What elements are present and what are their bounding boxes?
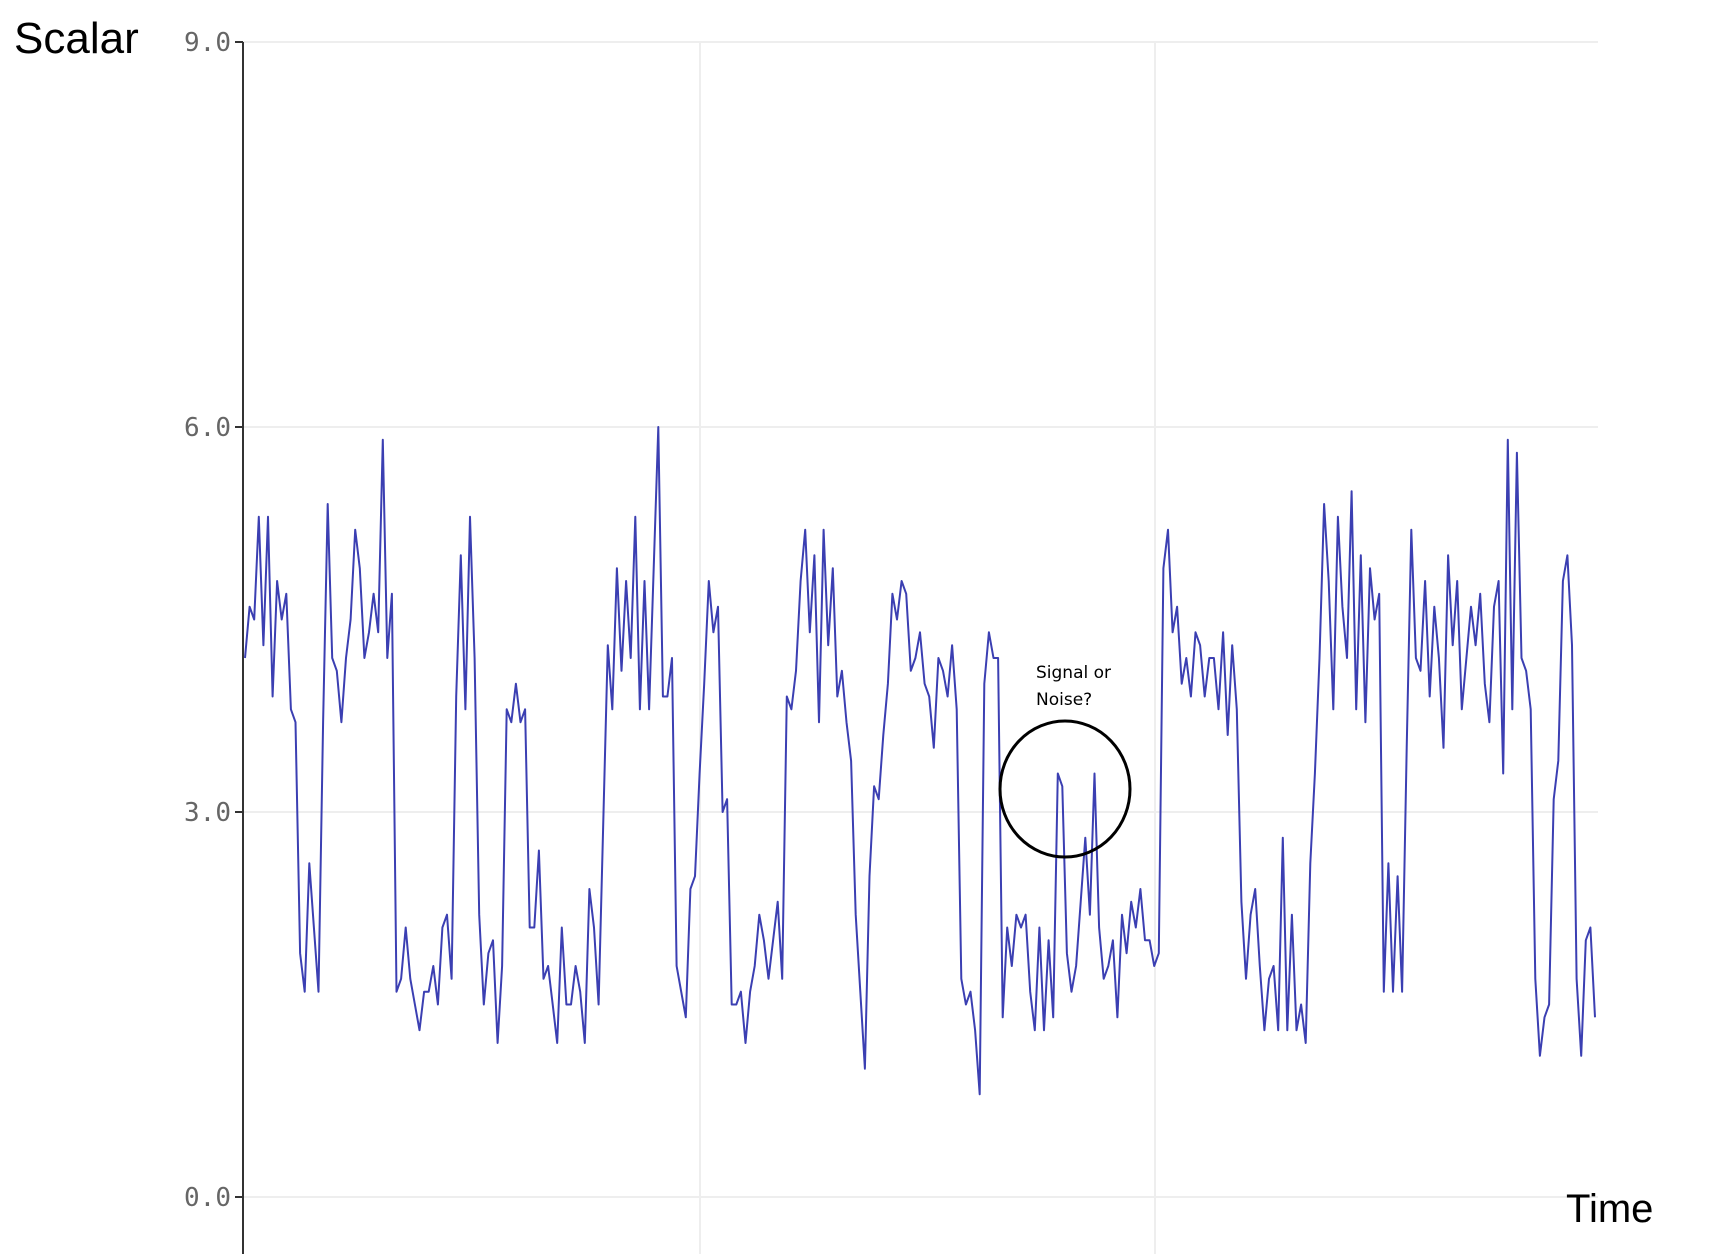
annotation: Signal or Noise? [998, 663, 1132, 859]
y-tick-label: 6.0 [184, 413, 231, 443]
y-axis-label: Scalar [14, 14, 139, 63]
y-tick-label: 9.0 [184, 28, 231, 58]
annotation-line-2: Noise? [1036, 690, 1092, 710]
y-tick-label: 0.0 [184, 1183, 231, 1213]
grid [243, 41, 1598, 1254]
x-axis-label: Time [1566, 1187, 1653, 1231]
annotation-line-1: Signal or [1036, 663, 1111, 683]
series-line [244, 426, 1596, 1096]
annotation-circle [998, 719, 1132, 859]
y-axis-ticks: 0.0 3.0 6.0 9.0 [184, 28, 243, 1213]
y-tick-label: 3.0 [184, 798, 231, 828]
